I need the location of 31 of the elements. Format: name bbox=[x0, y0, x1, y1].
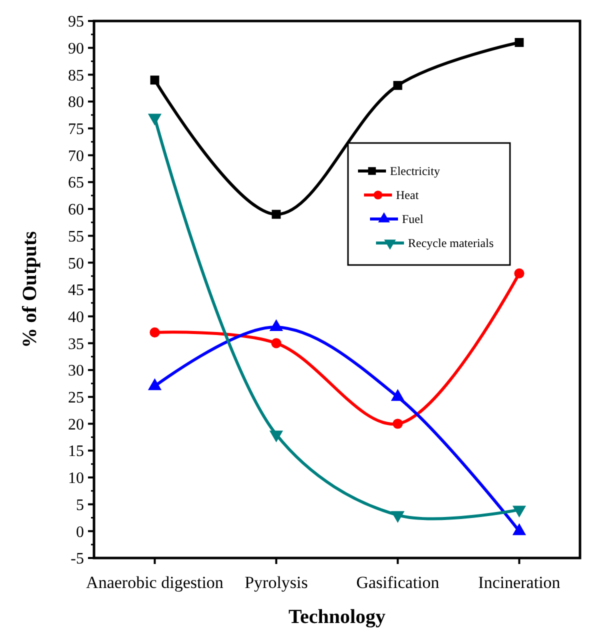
y-tick-label: 0 bbox=[76, 524, 84, 541]
y-tick-label: 55 bbox=[68, 228, 84, 246]
y-tick-label: 30 bbox=[68, 362, 84, 380]
y-tick-label: 70 bbox=[68, 148, 84, 165]
y-tick-label: 15 bbox=[68, 443, 84, 460]
y-tick-label: 50 bbox=[68, 255, 84, 272]
y-tick-label: 80 bbox=[68, 94, 84, 112]
y-tick-label: 25 bbox=[68, 390, 84, 406]
legend-label: Electricity bbox=[390, 164, 440, 178]
x-tick-label: Gasification bbox=[356, 573, 440, 592]
legend-label: Fuel bbox=[402, 212, 424, 226]
x-tick-label: Incineration bbox=[478, 573, 561, 592]
y-tick-label: 5 bbox=[76, 496, 84, 514]
y-tick-label: 10 bbox=[68, 470, 84, 488]
y-tick-label: 85 bbox=[68, 67, 84, 84]
y-tick-label: 20 bbox=[68, 416, 84, 434]
x-tick-label: Anaerobic digestion bbox=[86, 573, 224, 592]
y-axis-title: % of Outputs bbox=[19, 230, 41, 348]
y-tick-label: 65 bbox=[68, 174, 84, 192]
y-tick-label: 95 bbox=[68, 14, 84, 31]
y-tick-label: 35 bbox=[68, 336, 84, 353]
y-tick-label: -5 bbox=[70, 550, 84, 568]
x-axis-title: Technology bbox=[288, 606, 386, 628]
y-tick-label: 90 bbox=[68, 40, 84, 58]
y-tick-label: 40 bbox=[68, 308, 84, 326]
y-tick-label: 75 bbox=[68, 121, 84, 138]
y-tick-label: 45 bbox=[68, 282, 84, 300]
legend-label: Heat bbox=[396, 188, 420, 202]
legend-label: Recycle materials bbox=[408, 236, 494, 250]
x-tick-label: Pyrolysis bbox=[244, 573, 308, 592]
y-tick-label: 60 bbox=[68, 202, 84, 219]
